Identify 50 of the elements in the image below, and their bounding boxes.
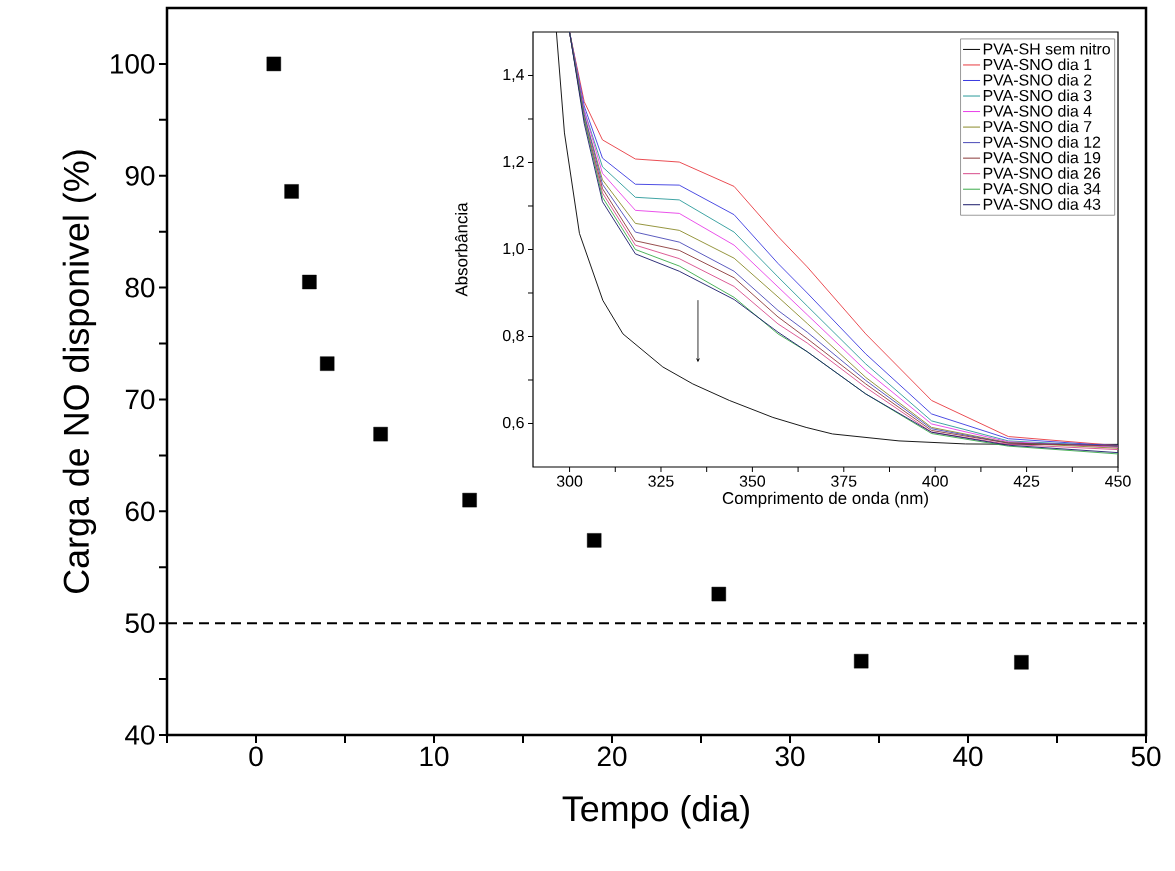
y-tick-label: 1,2 — [503, 155, 524, 170]
x-tick-label: 325 — [648, 475, 674, 487]
point — [320, 356, 335, 371]
point — [1014, 655, 1029, 670]
x-axis-title: Comprimento de onda (nm) — [722, 491, 928, 508]
y-tick-label: 100 — [111, 54, 155, 74]
point — [462, 492, 477, 508]
legend-label: PVA-SNO dia 19 — [983, 151, 1101, 164]
x-tick-label: 375 — [831, 475, 857, 487]
legend-label: PVA-SNO dia 4 — [983, 105, 1092, 117]
x-tick-label: 50 — [1131, 746, 1161, 767]
x-tick-label: 30 — [775, 746, 805, 767]
x-tick-label: 10 — [420, 746, 449, 767]
x-tick-label: 20 — [597, 746, 627, 767]
legend-label: PVA-SNO dia 43 — [983, 198, 1101, 210]
legend-label: PVA-SNO dia 26 — [983, 167, 1101, 179]
point — [854, 653, 869, 669]
x-tick-label: 300 — [556, 475, 583, 487]
y-tick-label: 70 — [125, 389, 155, 410]
legend-label: PVA-SNO dia 12 — [983, 136, 1101, 148]
point — [711, 586, 726, 602]
y-tick-label: 0,6 — [502, 416, 524, 431]
y-tick-label: 40 — [125, 725, 155, 745]
y-tick-label: 90 — [125, 165, 155, 186]
y-tick-label: 50 — [125, 613, 155, 634]
legend-label: PVA-SNO dia 3 — [983, 89, 1092, 102]
x-axis-title: Tempo (dia) — [562, 795, 749, 829]
point — [302, 274, 317, 290]
point — [284, 184, 299, 199]
point — [266, 56, 281, 72]
legend-label: PVA-SNO dia 34 — [983, 182, 1101, 195]
x-tick-label: 400 — [922, 475, 948, 487]
y-tick-label: 60 — [125, 501, 155, 522]
y-axis-title: Absorbância — [454, 202, 468, 297]
x-tick-label: 350 — [739, 475, 766, 487]
x-tick-label: 0 — [249, 746, 263, 767]
x-tick-label: 425 — [1013, 475, 1040, 487]
point — [587, 533, 602, 548]
legend-label: PVA-SH sem nitro — [983, 42, 1110, 55]
x-tick-label: 40 — [953, 746, 983, 767]
y-tick-label: 0,8 — [502, 329, 524, 344]
y-axis-title: Carga de NO disponivel (%) — [62, 150, 97, 593]
y-tick-label: 1,4 — [503, 68, 525, 82]
y-tick-label: 1,0 — [503, 242, 524, 257]
legend-label: PVA-SNO dia 2 — [983, 73, 1092, 86]
point — [373, 426, 388, 442]
x-tick-label: 450 — [1105, 475, 1131, 487]
y-tick-label: 80 — [125, 277, 155, 298]
legend-label: PVA-SNO dia 1 — [983, 58, 1092, 71]
legend-label: PVA-SNO dia 7 — [983, 120, 1092, 133]
